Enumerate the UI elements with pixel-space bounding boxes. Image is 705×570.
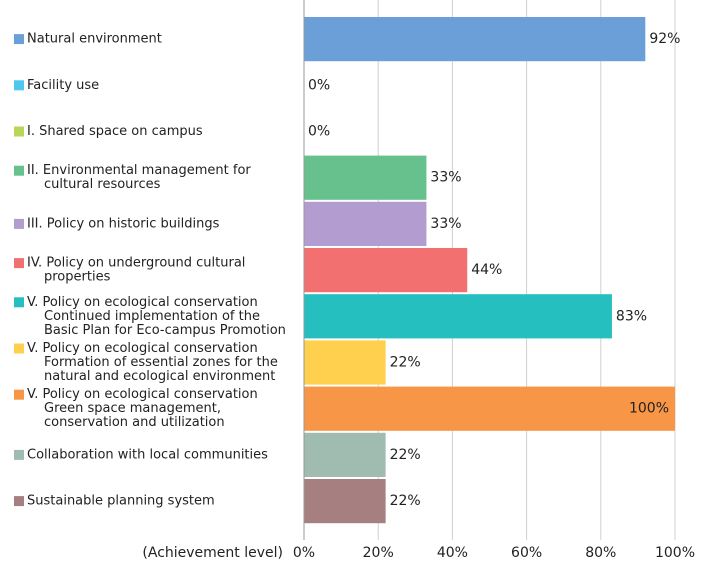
category-label: V. Policy on ecological conservation [27,387,258,402]
category-label: Continued implementation of the [44,309,260,324]
category-label: Basic Plan for Eco-campus Promotion [44,323,286,338]
bar [304,432,386,477]
legend-marker [14,126,24,137]
bar [304,17,646,62]
category-label: cultural resources [44,177,161,192]
bar [304,386,675,431]
x-axis-label: (Achievement level) [142,545,283,561]
legend-marker [14,449,24,460]
category-label: III. Policy on historic buildings [27,216,220,231]
value-label: 0% [308,77,330,93]
value-label: 22% [390,493,421,509]
bar [304,294,612,339]
x-tick-label: 60% [511,545,542,561]
value-label: 22% [390,447,421,463]
x-tick-label: 80% [585,545,616,561]
category-label: IV. Policy on underground cultural [27,256,245,271]
category-label: Green space management, [44,401,221,416]
category-label: V. Policy on ecological conservation [27,295,258,310]
category-label: Natural environment [27,32,162,47]
bar [304,248,468,293]
legend-marker [14,496,24,507]
category-label: II. Environmental management for [27,163,251,178]
x-tick-label: 100% [655,545,695,561]
category-label: properties [44,270,111,285]
bar [304,201,427,246]
category-label: conservation and utilization [44,415,225,430]
bar [304,479,386,524]
x-tick-label: 0% [293,545,315,561]
value-label: 92% [649,31,680,47]
value-label: 22% [390,355,421,371]
category-label: V. Policy on ecological conservation [27,341,258,356]
legend-marker [14,343,24,354]
category-label: natural and ecological environment [44,369,275,384]
category-label: I. Shared space on campus [27,124,203,139]
bar [304,155,427,200]
legend-marker [14,258,24,269]
value-label: 44% [471,262,502,278]
legend-marker [14,218,24,229]
value-label: 100% [629,401,669,417]
legend-marker [14,80,24,91]
category-label: Facility use [27,78,99,93]
x-tick-label: 40% [437,545,468,561]
category-label: Collaboration with local communities [27,447,268,462]
category-label: Formation of essential zones for the [44,355,278,370]
legend-marker [14,34,24,45]
legend-marker [14,165,24,176]
value-label: 33% [430,170,461,186]
x-tick-label: 20% [363,545,394,561]
legend-marker [14,297,24,308]
legend-marker [14,389,24,400]
value-label: 83% [616,308,647,324]
value-label: 0% [308,124,330,140]
bar [304,340,386,385]
value-label: 33% [430,216,461,232]
category-label: Sustainable planning system [27,494,215,509]
